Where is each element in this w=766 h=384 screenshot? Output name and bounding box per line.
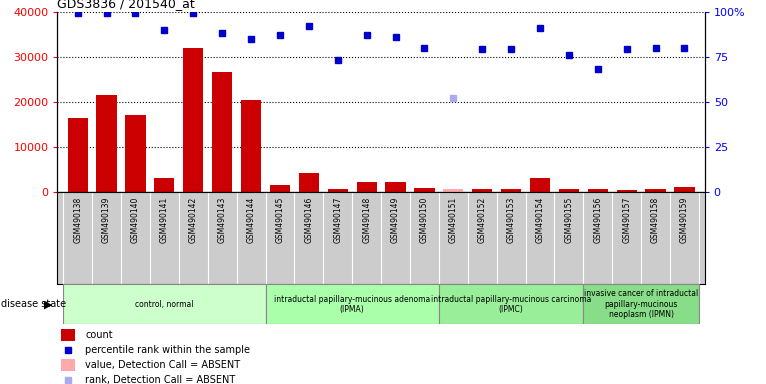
- Bar: [472, 189, 493, 192]
- Text: intraductal papillary-mucinous adenoma
(IPMA): intraductal papillary-mucinous adenoma (…: [274, 295, 430, 314]
- Bar: [588, 189, 608, 192]
- Text: GSM490147: GSM490147: [333, 197, 342, 243]
- Text: GSM490151: GSM490151: [449, 197, 458, 243]
- Text: GSM490152: GSM490152: [478, 197, 486, 243]
- Text: GSM490153: GSM490153: [506, 197, 516, 243]
- Bar: [385, 182, 406, 192]
- Text: GSM490144: GSM490144: [247, 197, 256, 243]
- Text: GSM490155: GSM490155: [565, 197, 574, 243]
- Text: percentile rank within the sample: percentile rank within the sample: [85, 345, 250, 355]
- Text: ▶: ▶: [44, 299, 52, 310]
- Bar: [356, 182, 377, 192]
- Bar: [266, 284, 439, 324]
- Text: disease state: disease state: [1, 299, 66, 310]
- Text: GSM490149: GSM490149: [391, 197, 400, 243]
- Text: GSM490157: GSM490157: [622, 197, 631, 243]
- Bar: [67, 118, 88, 192]
- Bar: [617, 190, 637, 192]
- Bar: [183, 48, 204, 192]
- Bar: [530, 177, 550, 192]
- Text: value, Detection Call = ABSENT: value, Detection Call = ABSENT: [85, 360, 241, 370]
- Bar: [584, 284, 699, 324]
- Bar: [212, 73, 232, 192]
- Text: GSM490150: GSM490150: [420, 197, 429, 243]
- Text: GSM490145: GSM490145: [276, 197, 284, 243]
- Text: count: count: [85, 330, 113, 340]
- Bar: [241, 99, 261, 192]
- Bar: [444, 189, 463, 192]
- Text: GSM490140: GSM490140: [131, 197, 140, 243]
- Bar: [61, 359, 75, 371]
- Bar: [501, 189, 521, 192]
- Text: GSM490141: GSM490141: [160, 197, 169, 243]
- Bar: [61, 329, 75, 341]
- Bar: [299, 173, 319, 192]
- Bar: [126, 115, 146, 192]
- Text: GSM490146: GSM490146: [304, 197, 313, 243]
- Text: invasive cancer of intraductal
papillary-mucinous
neoplasm (IPMN): invasive cancer of intraductal papillary…: [584, 290, 699, 319]
- Text: intraductal papillary-mucinous carcinoma
(IPMC): intraductal papillary-mucinous carcinoma…: [431, 295, 591, 314]
- Text: GSM490156: GSM490156: [594, 197, 602, 243]
- Bar: [674, 187, 695, 192]
- Bar: [154, 177, 175, 192]
- Text: GSM490142: GSM490142: [188, 197, 198, 243]
- Text: GSM490148: GSM490148: [362, 197, 372, 243]
- Text: GSM490154: GSM490154: [535, 197, 545, 243]
- Bar: [439, 284, 584, 324]
- Text: GSM490138: GSM490138: [74, 197, 82, 243]
- Bar: [328, 189, 348, 192]
- Bar: [646, 189, 666, 192]
- Text: GSM490143: GSM490143: [218, 197, 227, 243]
- Bar: [558, 189, 579, 192]
- Text: GDS3836 / 201540_at: GDS3836 / 201540_at: [57, 0, 195, 10]
- Bar: [270, 185, 290, 192]
- Text: control, normal: control, normal: [135, 300, 194, 309]
- Bar: [97, 95, 116, 192]
- Bar: [414, 188, 434, 192]
- Text: rank, Detection Call = ABSENT: rank, Detection Call = ABSENT: [85, 375, 235, 384]
- Text: GSM490158: GSM490158: [651, 197, 660, 243]
- Text: GSM490159: GSM490159: [680, 197, 689, 243]
- Text: GSM490139: GSM490139: [102, 197, 111, 243]
- Bar: [64, 284, 266, 324]
